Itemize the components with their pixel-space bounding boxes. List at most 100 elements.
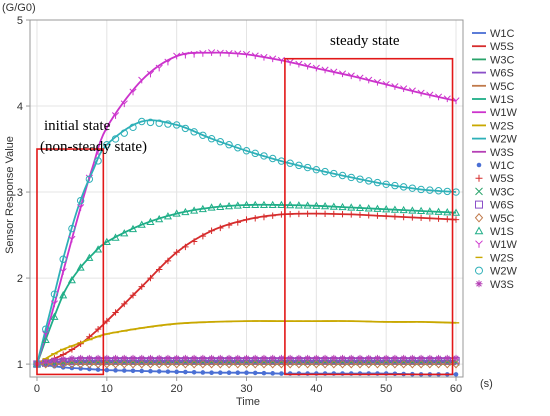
data-point-w3s	[339, 354, 346, 362]
data-point-w3s	[51, 357, 58, 364]
data-point-w5s	[269, 212, 276, 219]
data-point-w1w	[59, 268, 67, 275]
data-point-w1s	[294, 201, 303, 209]
data-point-w1c	[218, 370, 223, 375]
data-point-w5c	[164, 359, 172, 369]
legend-marker-w1w	[475, 240, 483, 248]
data-point-w5c	[102, 359, 111, 369]
legend-marker-label-w1s: W1S	[490, 226, 514, 238]
legend-line-label-w3c: W3C	[490, 54, 515, 66]
data-point-w2w	[295, 161, 303, 170]
data-point-w1c	[226, 370, 232, 375]
data-point-w2w	[382, 180, 390, 189]
y-tick-label: 4	[17, 101, 23, 113]
data-point-w3s	[225, 354, 233, 362]
data-point-w3s	[182, 354, 189, 362]
data-point-w2w	[347, 173, 355, 182]
data-point-w5c	[59, 359, 68, 369]
data-point-w2w	[399, 183, 408, 191]
data-point-w1s	[277, 200, 286, 209]
data-point-w3s	[356, 354, 364, 362]
data-point-w1s	[85, 253, 94, 261]
data-point-w5s	[77, 340, 84, 347]
data-point-w5c	[356, 359, 364, 369]
data-point-w3s	[426, 354, 434, 362]
data-point-w3s	[391, 354, 399, 362]
data-point-w3s	[295, 354, 303, 362]
data-point-w3s	[86, 354, 93, 362]
data-point-w1w	[443, 95, 451, 103]
legend-line-label-w1w: W1W	[490, 107, 518, 119]
data-point-w1w	[304, 62, 312, 70]
data-point-w3s	[452, 354, 460, 362]
data-point-w2w	[190, 128, 198, 136]
data-point-w1w	[50, 300, 58, 308]
data-point-w5c	[364, 359, 373, 369]
data-point-w2w	[251, 149, 259, 158]
data-point-w1w	[356, 74, 364, 82]
data-point-w1w	[173, 52, 181, 60]
data-point-w2w	[172, 121, 181, 129]
data-point-w2w	[68, 224, 76, 233]
data-point-w5s	[452, 216, 460, 223]
data-point-w2w	[286, 159, 294, 167]
data-point-w5c	[251, 359, 260, 369]
legend-marker-w6s	[475, 200, 483, 209]
data-point-w3s	[243, 354, 250, 362]
data-point-w3s	[208, 354, 215, 362]
data-point-w2w	[85, 175, 94, 183]
data-point-w3s	[435, 354, 442, 362]
legend-line-label-w1c: W1C	[490, 28, 515, 40]
data-point-w5c	[295, 359, 303, 369]
tick-layer: 0 10 20 30 40 50 60 1 2 3 4 5	[17, 15, 462, 395]
data-point-w5c	[452, 359, 460, 369]
data-point-w1s	[373, 204, 382, 212]
data-point-w2w	[155, 119, 163, 127]
data-point-w1c	[453, 372, 459, 377]
data-point-w3s	[409, 354, 416, 362]
legend-marker-label-w3c: W3C	[490, 186, 515, 198]
data-point-w1w	[181, 51, 189, 59]
data-point-w3s	[269, 354, 276, 362]
legend-marker-label-w2w: W2W	[490, 266, 518, 278]
data-point-w2w	[181, 124, 190, 133]
data-point-w1w	[277, 56, 285, 64]
legend-marker-w1c	[476, 162, 482, 168]
data-point-w1w	[382, 80, 390, 88]
data-point-w5c	[286, 359, 295, 369]
data-point-w2w	[260, 152, 268, 160]
data-point-w1c	[87, 366, 92, 372]
data-point-w5c	[242, 359, 251, 369]
data-point-w3s	[278, 354, 285, 362]
data-point-w1w	[400, 85, 408, 93]
data-point-w5c	[50, 359, 59, 369]
data-point-w5s	[435, 215, 442, 222]
data-point-w5c	[111, 359, 120, 369]
data-point-w1s	[425, 207, 434, 215]
data-point-w1s	[163, 212, 172, 220]
legend-marker-w5s	[475, 174, 483, 182]
data-point-w1s	[111, 233, 120, 241]
data-point-w3s	[112, 354, 119, 362]
data-point-w1c	[200, 370, 206, 375]
data-point-w5s	[243, 216, 250, 223]
data-point-w1w	[321, 66, 329, 74]
data-point-w3s	[304, 354, 311, 362]
data-point-w2w	[426, 186, 434, 194]
legend-marker-label-w2s: W2S	[490, 252, 514, 264]
data-point-w5s	[147, 274, 154, 282]
data-point-w1w	[452, 97, 460, 105]
data-point-w1s	[155, 214, 164, 223]
data-point-w2w	[321, 167, 329, 176]
data-point-w3s	[400, 354, 407, 362]
data-point-w1w	[77, 204, 85, 211]
data-point-w3s	[313, 354, 320, 362]
data-point-w5c	[399, 359, 408, 369]
annotation-box-initial	[36, 148, 105, 376]
series-line-w1s	[36, 203, 457, 365]
data-point-w5s	[252, 215, 259, 222]
data-point-w5c	[198, 359, 207, 369]
data-point-w3s	[121, 354, 128, 362]
data-point-w3s	[173, 354, 180, 362]
data-point-w3s	[199, 354, 207, 362]
